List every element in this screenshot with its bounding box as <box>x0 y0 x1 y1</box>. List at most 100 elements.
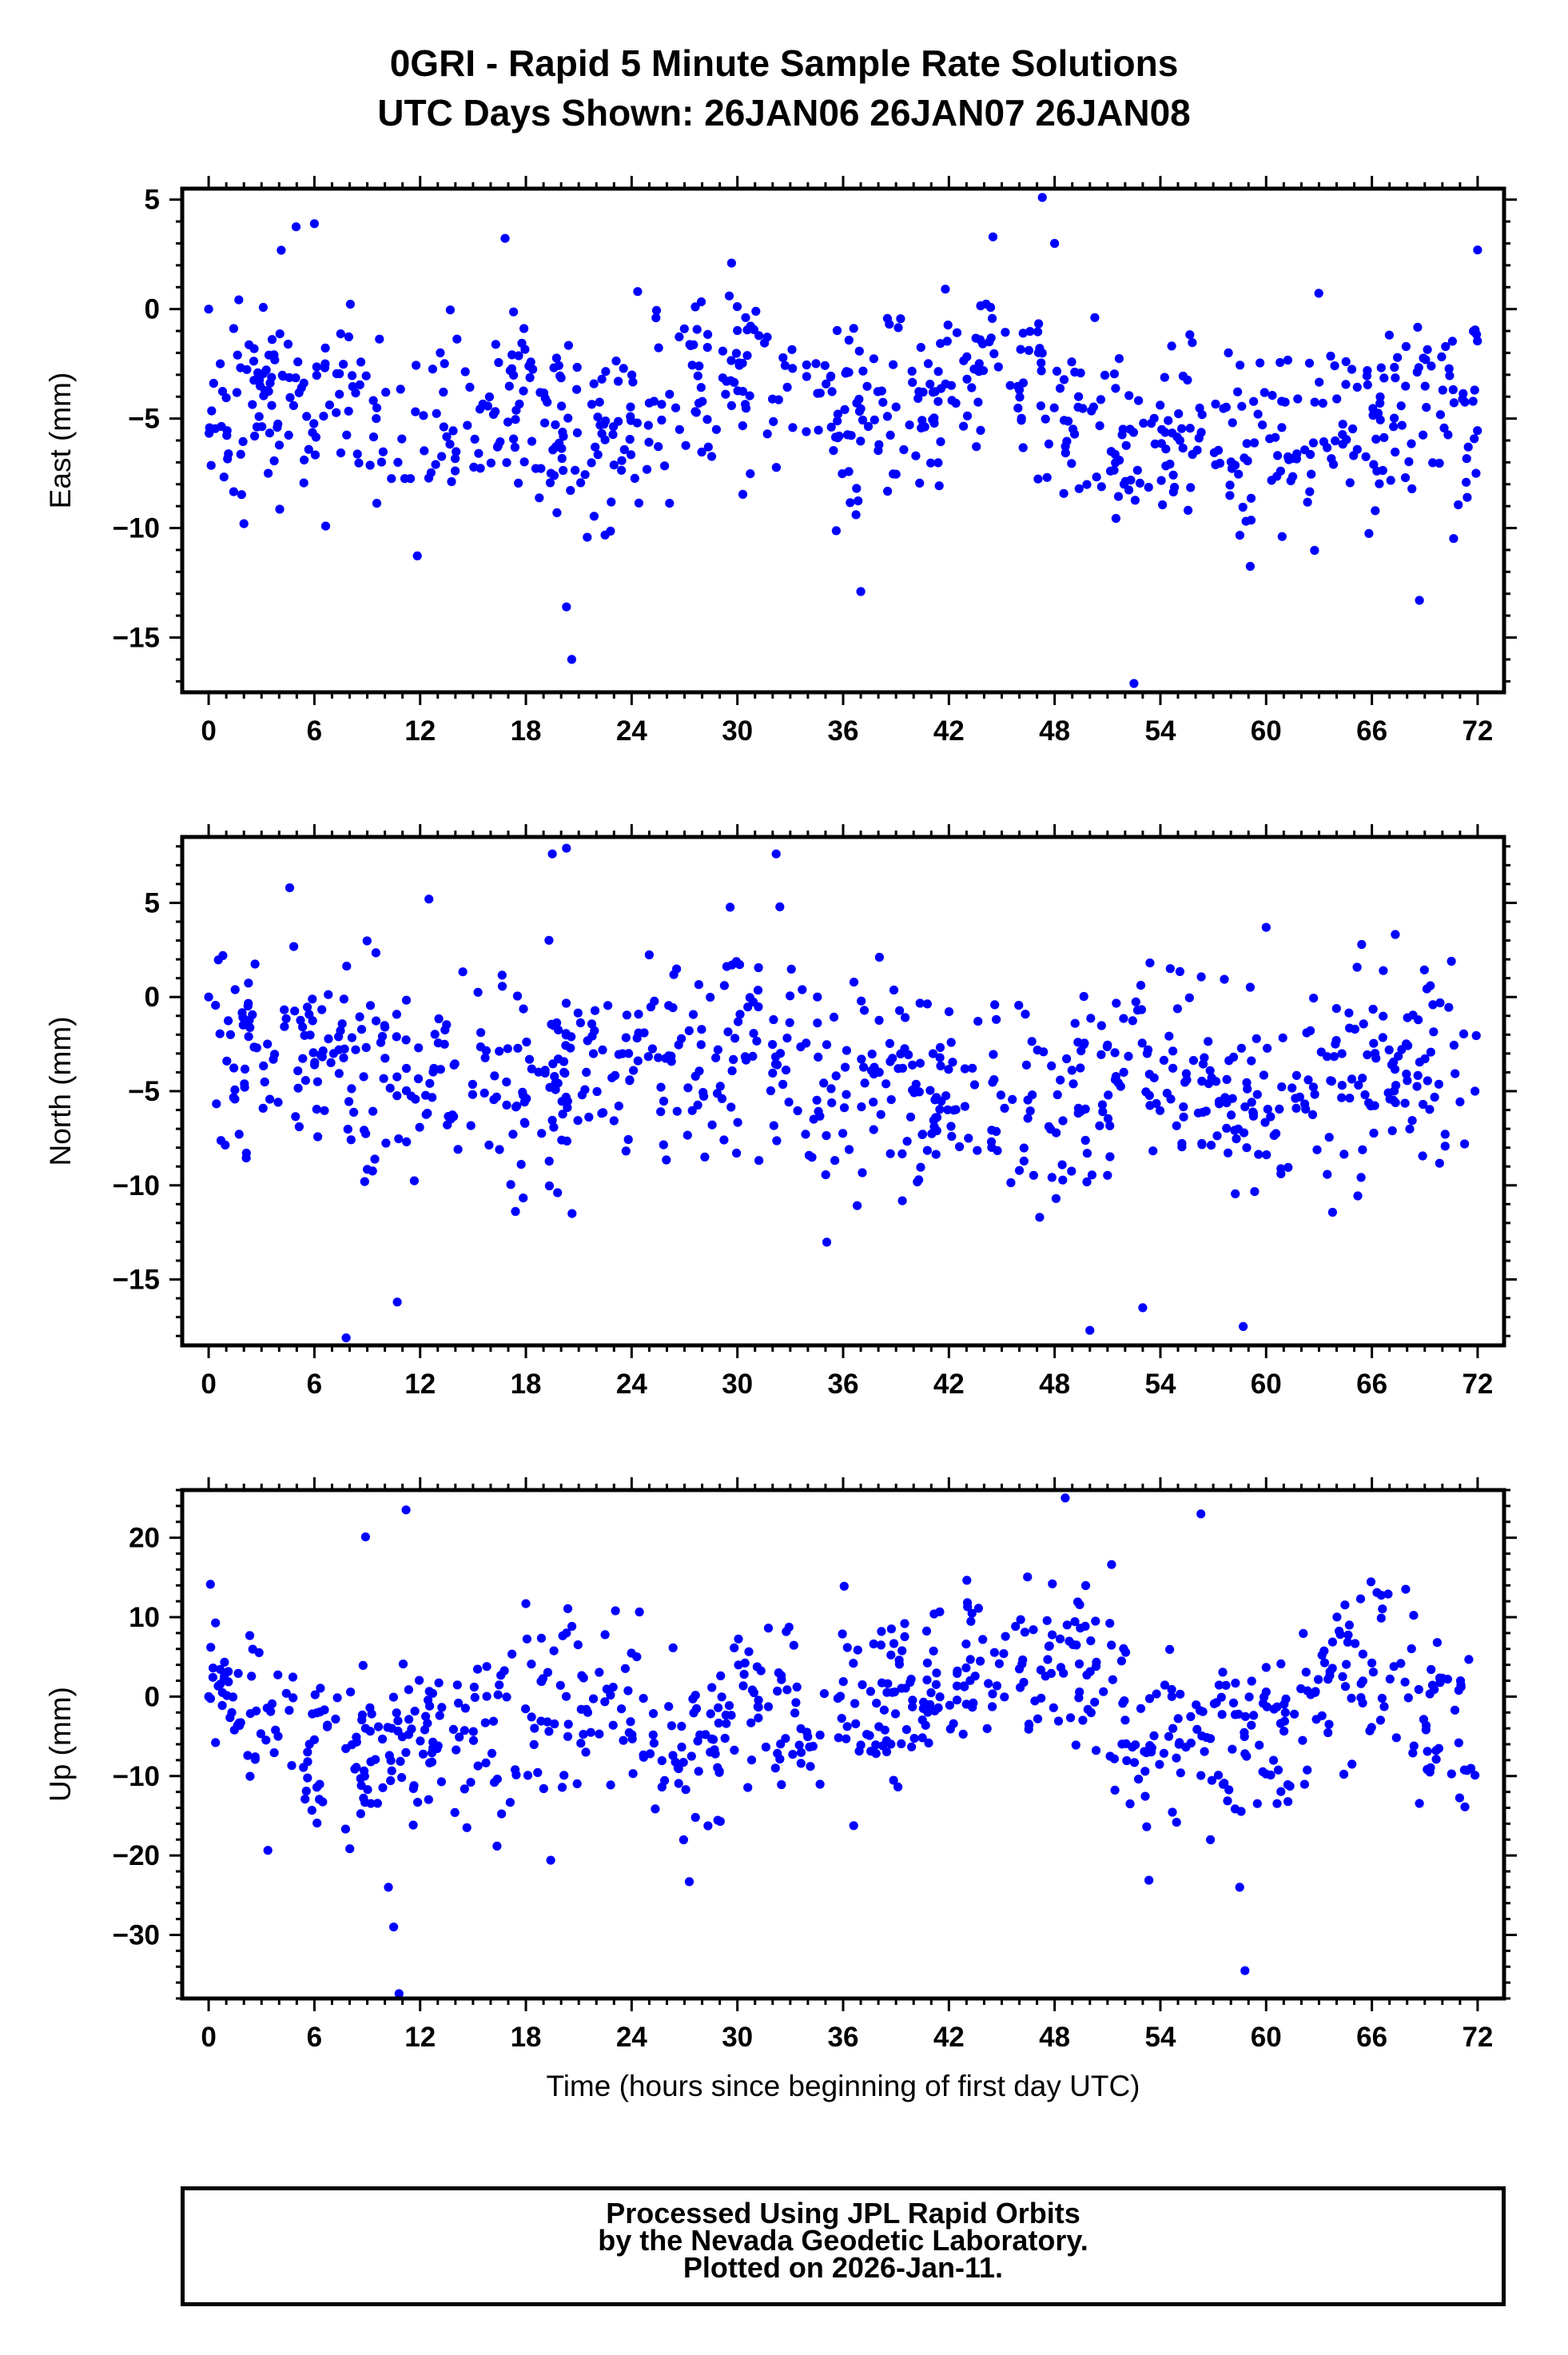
data-point <box>1391 373 1400 383</box>
data-point <box>1255 1740 1264 1750</box>
data-point <box>1120 1696 1129 1706</box>
data-point <box>996 1090 1005 1100</box>
data-point <box>1234 469 1244 479</box>
data-point <box>1455 1097 1465 1106</box>
data-point <box>356 1025 367 1034</box>
data-point <box>703 442 713 452</box>
data-point <box>555 1680 565 1690</box>
data-point <box>796 1747 806 1757</box>
data-point <box>1037 366 1046 376</box>
data-point <box>1275 357 1285 368</box>
data-point <box>681 1785 690 1795</box>
data-point <box>1308 1082 1318 1092</box>
data-point <box>442 1020 452 1030</box>
data-point <box>291 373 300 383</box>
data-point <box>1340 1600 1350 1610</box>
data-point <box>512 991 523 1001</box>
data-point <box>600 1697 610 1707</box>
data-point <box>897 1739 906 1748</box>
data-point <box>431 460 440 469</box>
footer-line2: by the Nevada Geodetic Laboratory. <box>598 2224 1088 2257</box>
data-point <box>842 1046 851 1055</box>
data-point <box>683 1130 692 1140</box>
data-point <box>706 1709 715 1719</box>
data-point <box>478 399 488 409</box>
data-point <box>1444 1002 1454 1012</box>
data-point <box>720 1733 730 1743</box>
data-point <box>1450 1705 1460 1715</box>
data-point <box>1419 965 1429 974</box>
data-point <box>334 1032 344 1042</box>
data-point <box>738 1681 748 1691</box>
data-point <box>837 1714 846 1723</box>
data-point <box>934 481 944 491</box>
data-point <box>398 1660 408 1669</box>
data-point <box>626 450 636 460</box>
data-point <box>921 1626 932 1636</box>
x-tick-label: 0 <box>201 2022 216 2053</box>
panel-up: 0 6 12 18 24 30 36 42 48 54 60 66 7220100−10−20−30Up… <box>44 1477 1517 2102</box>
data-point <box>556 373 566 383</box>
data-point <box>415 1676 424 1685</box>
data-point <box>1299 1779 1309 1789</box>
data-point <box>561 1029 571 1038</box>
data-point <box>1408 1748 1418 1758</box>
data-point <box>595 1668 604 1677</box>
data-point <box>675 332 684 341</box>
y-tick-label: −10 <box>113 1761 160 1792</box>
data-point <box>1164 1031 1174 1041</box>
data-point <box>657 1782 667 1792</box>
data-point <box>732 1148 742 1158</box>
data-point <box>412 551 422 561</box>
data-point <box>726 356 736 365</box>
data-point <box>519 324 529 333</box>
data-point <box>1356 1173 1366 1182</box>
data-point <box>826 422 836 432</box>
data-point <box>651 305 662 315</box>
data-point <box>1211 399 1220 409</box>
data-point <box>1188 1056 1198 1066</box>
data-point <box>1134 1775 1144 1784</box>
data-point <box>289 400 298 410</box>
data-point <box>275 504 285 514</box>
footer-line3: Plotted on 2026-Jan-11. <box>683 2251 1004 2284</box>
data-point <box>952 1681 962 1691</box>
data-point <box>922 999 932 1009</box>
data-point <box>1341 357 1351 366</box>
data-point <box>851 510 861 520</box>
data-point <box>1390 413 1399 423</box>
data-point <box>493 1690 503 1700</box>
data-point <box>1277 532 1287 541</box>
data-point <box>786 964 796 974</box>
data-point <box>1462 477 1471 487</box>
data-point <box>1244 1692 1254 1702</box>
data-point <box>607 497 616 507</box>
data-point <box>1407 1116 1417 1126</box>
data-point <box>1035 344 1045 353</box>
data-point <box>782 1034 792 1043</box>
data-point <box>500 233 510 243</box>
data-point <box>1462 454 1471 464</box>
data-point <box>1423 345 1432 354</box>
data-point <box>557 401 567 411</box>
data-point <box>733 1118 742 1127</box>
data-point <box>771 849 781 859</box>
data-point <box>225 1030 235 1039</box>
data-point <box>1220 974 1229 984</box>
data-point <box>1067 1166 1077 1176</box>
data-point <box>630 473 639 484</box>
data-point <box>1207 1073 1216 1082</box>
data-point <box>1437 352 1447 361</box>
data-point <box>588 1049 599 1058</box>
data-point <box>303 1747 312 1757</box>
data-point <box>812 1095 822 1105</box>
data-point <box>392 1708 401 1718</box>
data-point <box>814 425 823 435</box>
data-point <box>1103 1170 1112 1180</box>
data-point <box>1287 1083 1297 1093</box>
data-point <box>882 313 892 323</box>
data-point <box>442 432 452 441</box>
data-point <box>672 1106 682 1116</box>
data-point <box>1273 1765 1283 1775</box>
data-point <box>1225 480 1235 490</box>
